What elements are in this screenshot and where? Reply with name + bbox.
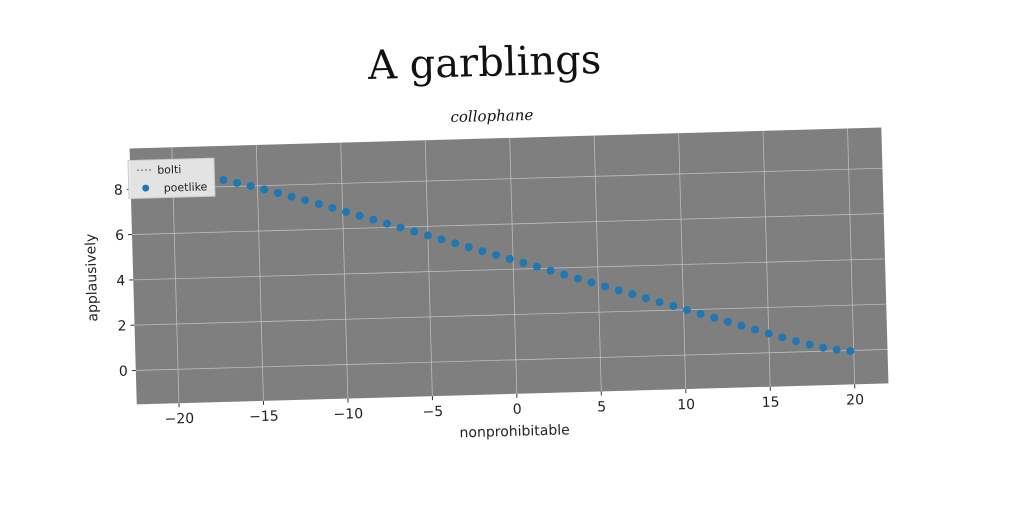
data-point [628,290,637,299]
data-point [805,340,814,349]
data-point [396,223,405,232]
y-tick-label: 4 [116,273,125,289]
y-tick-label: 8 [114,183,123,199]
data-point [655,298,664,307]
grid-line-x [762,130,771,387]
plot-area: −20 −15 −10 −5 0 5 10 15 20 0 2 4 6 8 nonprohibitabl… [83,127,889,441]
grid-line-x [593,135,602,392]
data-point [437,235,446,244]
data-point [846,346,855,355]
data-point [573,274,582,283]
x-tick-label: 5 [597,399,606,415]
data-point [723,317,732,326]
y-tick-label: 2 [117,318,126,334]
data-point [519,258,528,267]
data-point [832,345,841,354]
x-tick-label: −20 [164,411,194,428]
data-point [614,286,623,295]
data-point [355,211,364,220]
data-point [560,270,569,279]
data-point [710,313,719,322]
chart-subtitle: collophane [450,106,533,126]
data-point [696,309,705,318]
grid-line-x [678,133,687,390]
data-point [737,321,746,330]
legend-marker-poetlike [142,184,150,192]
x-tick-label: 10 [677,397,695,413]
x-axis-label: nonprohibitable [459,422,570,441]
data-point [587,278,596,287]
grid-line-y [134,303,887,326]
data-point [791,337,800,346]
axes-background [129,127,889,405]
grid-line-x [255,144,264,401]
x-tick-label: −15 [249,408,279,425]
data-point [287,192,296,201]
data-point [328,203,337,212]
legend-label-poetlike: poetlike [164,180,208,194]
data-point [342,207,351,216]
data-point [778,333,787,342]
y-tick-label: 6 [115,228,124,244]
grid-line-y [130,167,883,190]
legend-box [127,157,216,200]
chart-title: A garblings [366,37,601,89]
data-point [532,262,541,271]
data-point [764,329,773,338]
data-point [546,266,555,275]
x-tick-label: 15 [762,394,780,410]
data-point [505,254,514,263]
x-tick-label: −5 [422,404,443,421]
data-point [451,239,460,248]
grid-line-x [340,142,349,399]
data-point [751,325,760,334]
grid-line-y [131,213,884,235]
x-tick-label: 20 [846,392,864,408]
data-point [301,196,310,205]
grid-line-x [847,128,856,385]
data-point [669,302,678,311]
data-point [314,199,323,208]
data-point [273,188,282,197]
grid-line-y [133,258,885,281]
grid-line-x [509,137,518,394]
data-point [369,215,378,224]
data-point [642,294,651,303]
y-tick-label: 0 [119,364,128,380]
grid [130,128,888,404]
x-ticks: −20 −15 −10 −5 0 5 10 15 20 [164,384,864,428]
data-point [246,181,255,190]
data-point [410,227,419,236]
x-tick-label: 0 [513,402,522,418]
data-point [382,219,391,228]
data-point [819,343,828,352]
legend: bolti poetlike [127,157,216,200]
y-axis-label: applausively [83,233,101,321]
x-tick-label: −10 [333,406,363,423]
data-point [478,247,487,256]
data-point [682,305,691,314]
grid-line-x [424,140,433,397]
data-point [423,231,432,240]
data-point [492,251,501,260]
data-point [233,178,242,187]
data-point [464,243,473,252]
data-point [601,282,610,291]
data-point [219,175,228,184]
grid-line-y [135,349,888,371]
legend-label-bolti: bolti [157,163,181,177]
data-points [219,175,855,355]
data-point [260,185,269,194]
